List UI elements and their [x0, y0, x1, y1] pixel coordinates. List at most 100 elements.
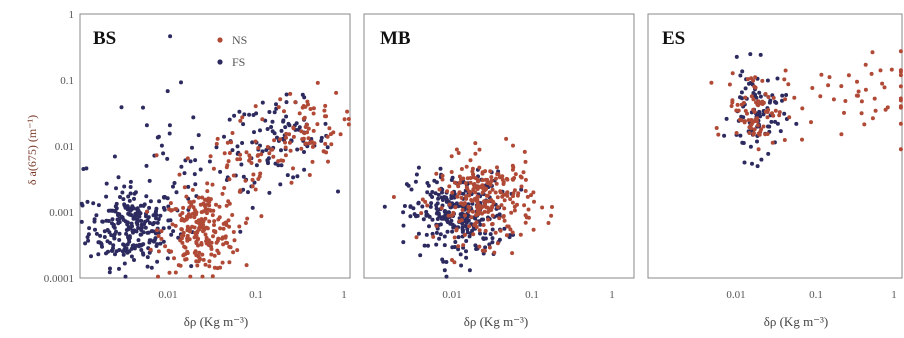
data-point-ns [777, 110, 782, 115]
data-point-ns [202, 197, 207, 202]
data-point-ns [191, 205, 196, 210]
data-point-ns [154, 153, 159, 158]
data-point-ns [176, 263, 181, 268]
data-point-fs [766, 151, 771, 156]
data-point-fs [214, 145, 219, 150]
data-point-fs [123, 274, 128, 279]
data-point-ns [460, 208, 465, 212]
data-point-fs [165, 89, 170, 94]
data-point-ns [869, 71, 874, 76]
data-point-ns [467, 224, 472, 229]
data-point-ns [727, 82, 732, 87]
data-point-ns [494, 181, 499, 186]
data-point-ns [490, 222, 495, 226]
data-point-ns [786, 82, 791, 87]
data-point-ns [306, 126, 311, 131]
data-point-ns [471, 172, 476, 177]
data-point-ns [202, 202, 207, 207]
data-point-fs [323, 121, 328, 126]
data-point-fs [758, 94, 763, 99]
legend-label-ns: NS [232, 33, 247, 47]
data-point-fs [133, 211, 138, 216]
data-point-fs [122, 243, 127, 248]
data-point-ns [818, 94, 823, 99]
data-point-ns [226, 159, 231, 164]
data-point-fs [433, 191, 438, 196]
data-point-fs [189, 264, 194, 269]
data-point-fs [430, 217, 435, 222]
data-point-fs [94, 231, 99, 236]
data-point-ns [521, 170, 526, 175]
data-point-ns [453, 205, 458, 210]
data-point-ns [205, 211, 209, 216]
data-point-ns [454, 227, 459, 232]
data-point-ns [500, 177, 505, 182]
data-point-fs [748, 144, 753, 149]
data-point-fs [120, 190, 125, 195]
data-point-fs [284, 92, 289, 97]
data-point-ns [178, 213, 183, 218]
data-point-fs [111, 224, 116, 229]
data-point-fs [110, 248, 115, 253]
data-point-ns [885, 105, 890, 110]
data-point-fs [133, 190, 138, 195]
data-point-fs [116, 175, 121, 180]
data-point-fs [742, 160, 747, 165]
data-point-fs [252, 130, 256, 135]
data-point-ns [505, 190, 510, 195]
data-point-fs [773, 99, 777, 104]
data-point-ns [244, 263, 249, 268]
data-point-ns [230, 213, 235, 217]
data-point-fs [254, 163, 259, 168]
data-point-ns [194, 259, 199, 264]
data-point-fs [422, 243, 427, 248]
data-point-fs [438, 232, 443, 237]
data-point-ns [843, 99, 848, 103]
data-point-fs [117, 212, 122, 217]
data-point-ns [238, 188, 243, 193]
data-point-ns [800, 106, 805, 111]
data-point-fs [750, 161, 754, 166]
data-point-ns [483, 228, 488, 233]
data-point-ns [225, 140, 230, 145]
data-point-ns [287, 140, 292, 145]
data-point-fs [415, 213, 420, 218]
data-point-ns [148, 247, 153, 252]
data-point-fs [113, 209, 118, 214]
data-point-ns [200, 195, 205, 200]
data-point-ns [227, 224, 232, 229]
data-point-fs [765, 78, 770, 83]
data-point-ns [305, 99, 310, 104]
data-point-ns [473, 221, 478, 226]
data-point-ns [216, 236, 221, 241]
data-point-ns [480, 178, 485, 183]
data-point-ns [245, 216, 250, 221]
data-point-ns [476, 179, 480, 184]
data-point-fs [126, 225, 131, 229]
y-tick-label: 0.1 [60, 75, 74, 87]
data-point-ns [216, 251, 221, 256]
data-point-ns [509, 210, 514, 215]
data-point-fs [139, 232, 144, 237]
data-point-fs [429, 201, 434, 206]
data-point-ns [742, 120, 747, 125]
data-point-ns [218, 226, 223, 231]
data-point-fs [150, 229, 155, 234]
data-point-ns [250, 184, 255, 189]
data-point-fs [161, 195, 166, 200]
data-point-ns [194, 239, 199, 244]
plot-frame [363, 13, 635, 279]
data-point-ns [327, 126, 332, 131]
data-point-ns [819, 72, 824, 77]
data-point-fs [238, 229, 243, 234]
data-point-ns [460, 201, 465, 206]
x-tick-label: 1 [891, 289, 897, 301]
data-point-fs [137, 214, 142, 219]
data-point-fs [414, 172, 419, 177]
data-point-ns [346, 122, 351, 127]
data-point-ns [854, 93, 859, 98]
data-point-ns [159, 236, 164, 241]
data-point-ns [456, 151, 461, 155]
data-point-fs [161, 226, 166, 231]
data-point-fs [156, 217, 161, 222]
